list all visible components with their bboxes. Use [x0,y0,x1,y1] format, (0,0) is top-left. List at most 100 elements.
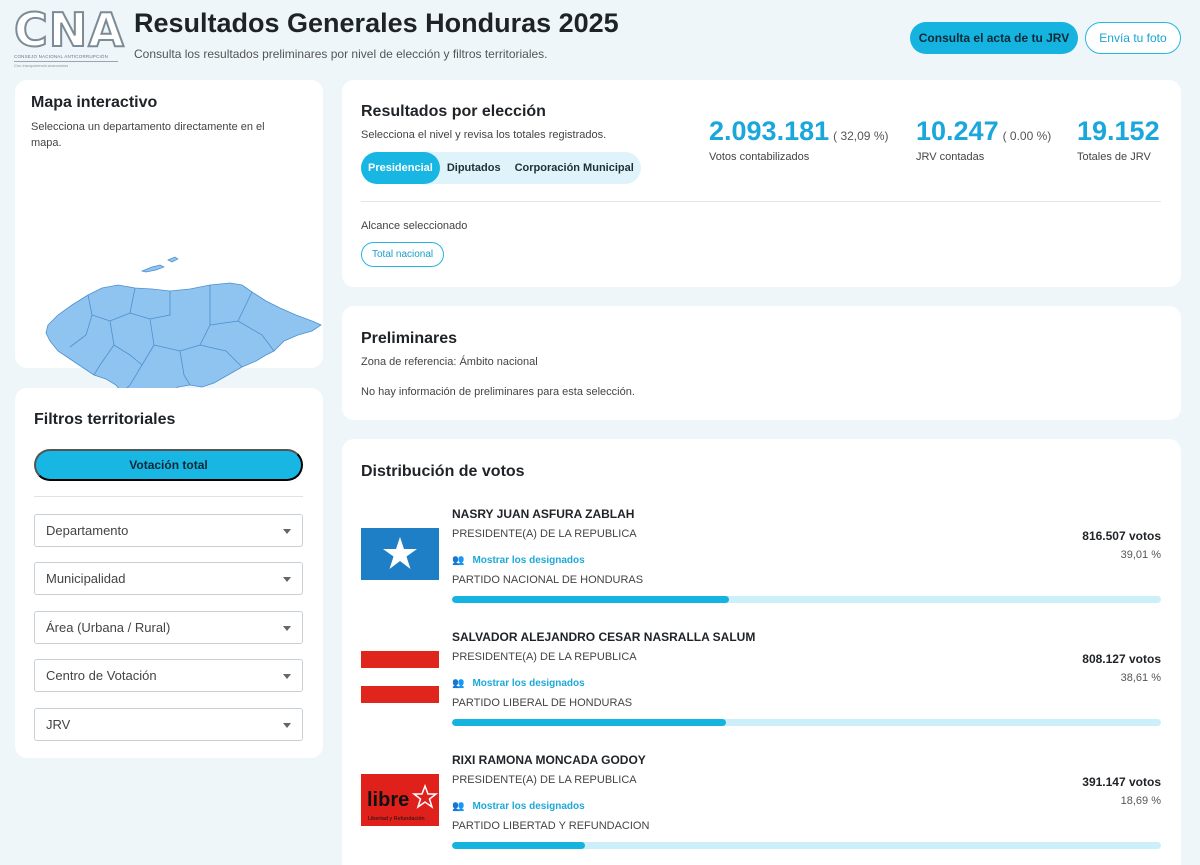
chevron-down-icon [283,577,291,582]
candidate-row: libre Libertad y Refundación RIXI RAMONA… [361,753,1161,863]
partido-libre-logo-icon: libre Libertad y Refundación [361,774,439,826]
votos-pct: ( 32,09 %) [833,129,889,143]
candidate-pct: 18,69 % [1120,795,1161,807]
results-title: Resultados por elección [361,103,546,120]
vote-bar-fill [452,719,726,726]
candidate-pct: 38,61 % [1120,672,1161,684]
filters-title: Filtros territoriales [34,411,176,428]
results-card: Resultados por elección Selecciona el ni… [342,80,1181,287]
votacion-total-button[interactable]: Votación total [34,449,303,481]
departamento-select[interactable]: Departamento [34,514,303,547]
cna-logo: CNA CONSEJO NACIONAL ANTICORRUPCIÓN Con … [13,3,125,68]
logo-divider [14,61,118,62]
scope-badge[interactable]: Total nacional [361,242,445,267]
partido-nacional-flag-icon [361,528,439,580]
stat-jrv-contadas: 10.247( 0.00 %) JRV contadas [916,116,1051,163]
candidate-name: RIXI RAMONA MONCADA GODOY [452,753,646,767]
votos-value: 2.093.181 [709,116,830,146]
filters-card: Filtros territoriales Votación total Dep… [15,388,323,758]
candidate-votes: 816.507 votos [1082,529,1161,543]
candidate-name: NASRY JUAN ASFURA ZABLAH [452,507,635,521]
vote-bar-track [452,719,1161,726]
vote-bar-track [452,596,1161,603]
scope-label: Alcance seleccionado [361,220,468,232]
jrv-contadas-value: 10.247 [916,116,999,146]
candidate-party: PARTIDO LIBERTAD Y REFUNDACION [452,820,650,832]
candidate-votes: 808.127 votos [1082,652,1161,666]
mostrar-designados-link[interactable]: 👥 Mostrar los designados [452,801,585,812]
users-icon: 👥 [452,555,465,566]
candidate-role: PRESIDENTE(A) DE LA REPUBLICA [452,528,637,540]
candidate-pct: 39,01 % [1120,549,1161,561]
municipalidad-select[interactable]: Municipalidad [34,562,303,595]
mostrar-designados-label: Mostrar los designados [472,555,585,566]
tab-presidencial[interactable]: Presidencial [361,152,440,184]
centro-votacion-select-label: Centro de Votación [46,668,157,683]
map-card: Mapa interactivo Selecciona un departame… [15,80,323,418]
page-header: CNA CONSEJO NACIONAL ANTICORRUPCIÓN Con … [0,0,1200,72]
partido-liberal-flag-icon [361,651,439,703]
filters-divider [34,496,303,497]
libre-logo-subtext: Libertad y Refundación [368,816,425,822]
election-tabs: Presidencial Diputados Corporación Munic… [361,152,641,184]
distribution-card: Distribución de votos NASRY JUAN ASFURA … [342,439,1181,865]
bay-islands[interactable] [140,264,165,273]
mostrar-designados-label: Mostrar los designados [472,801,585,812]
map-title: Mapa interactivo [31,94,158,111]
stat-votos: 2.093.181( 32,09 %) Votos contabilizados [709,116,888,163]
vote-bar-track [452,842,1161,849]
area-select[interactable]: Área (Urbana / Rural) [34,611,303,644]
vote-bar-fill [452,842,585,849]
map-description: Selecciona un departamento directamente … [31,121,265,149]
jrv-select-label: JRV [46,717,71,732]
candidate-role: PRESIDENTE(A) DE LA REPUBLICA [452,774,637,786]
logo-letters: CNA [13,3,125,57]
mostrar-designados-link[interactable]: 👥 Mostrar los designados [452,678,585,689]
preliminares-empty: No hay información de preliminares para … [361,386,635,398]
mostrar-designados-label: Mostrar los designados [472,678,585,689]
jrv-totales-value: 19.152 [1077,116,1160,146]
vote-bar-fill [452,596,729,603]
users-icon: 👥 [452,678,465,689]
municipalidad-select-label: Municipalidad [46,571,126,586]
results-divider [361,201,1161,202]
chevron-down-icon [283,529,291,534]
jrv-contadas-label: JRV contadas [916,151,985,163]
chevron-down-icon [283,723,291,728]
logo-tagline: Con transparencia avanzamos [14,63,69,68]
preliminares-title: Preliminares [361,330,458,347]
page-subtitle: Consulta los resultados preliminares por… [134,47,548,61]
users-icon: 👥 [452,801,465,812]
jrv-contadas-pct: ( 0.00 %) [1002,129,1052,143]
tab-diputados[interactable]: Diputados [446,162,501,174]
envia-foto-button[interactable]: Envía tu foto [1085,22,1181,54]
candidate-row: NASRY JUAN ASFURA ZABLAH PRESIDENTE(A) D… [361,507,1161,617]
logo-subtitle: CONSEJO NACIONAL ANTICORRUPCIÓN [14,54,109,59]
candidate-name: SALVADOR ALEJANDRO CESAR NASRALLA SALUM [452,630,756,644]
distribution-title: Distribución de votos [361,463,525,480]
area-select-label: Área (Urbana / Rural) [46,620,171,635]
votos-label: Votos contabilizados [709,151,810,163]
results-description: Selecciona el nivel y revisa los totales… [361,129,607,141]
chevron-down-icon [283,626,291,631]
libre-logo-text: libre [367,789,409,811]
jrv-select[interactable]: JRV [34,708,303,741]
candidate-party: PARTIDO NACIONAL DE HONDURAS [452,574,644,586]
centro-votacion-select[interactable]: Centro de Votación [34,659,303,692]
candidate-role: PRESIDENTE(A) DE LA REPUBLICA [452,651,637,663]
preliminares-card: Preliminares Zona de referencia: Ámbito … [342,306,1181,420]
stat-jrv-totales: 19.152 Totales de JRV [1077,116,1160,163]
honduras-map[interactable] [30,175,325,425]
departamento-select-label: Departamento [46,523,129,538]
consulta-acta-button[interactable]: Consulta el acta de tu JRV [910,22,1078,54]
candidate-party: PARTIDO LIBERAL DE HONDURAS [452,697,633,709]
mostrar-designados-link[interactable]: 👥 Mostrar los designados [452,555,585,566]
preliminares-zone: Zona de referencia: Ámbito nacional [361,356,538,368]
bay-islands-small[interactable] [167,256,179,263]
map-department-borders[interactable] [69,285,275,394]
candidate-votes: 391.147 votos [1082,775,1161,789]
jrv-totales-label: Totales de JRV [1077,151,1151,163]
page-title: Resultados Generales Honduras 2025 [134,8,619,38]
tab-corporacion-municipal[interactable]: Corporación Municipal [514,162,634,174]
chevron-down-icon [283,674,291,679]
